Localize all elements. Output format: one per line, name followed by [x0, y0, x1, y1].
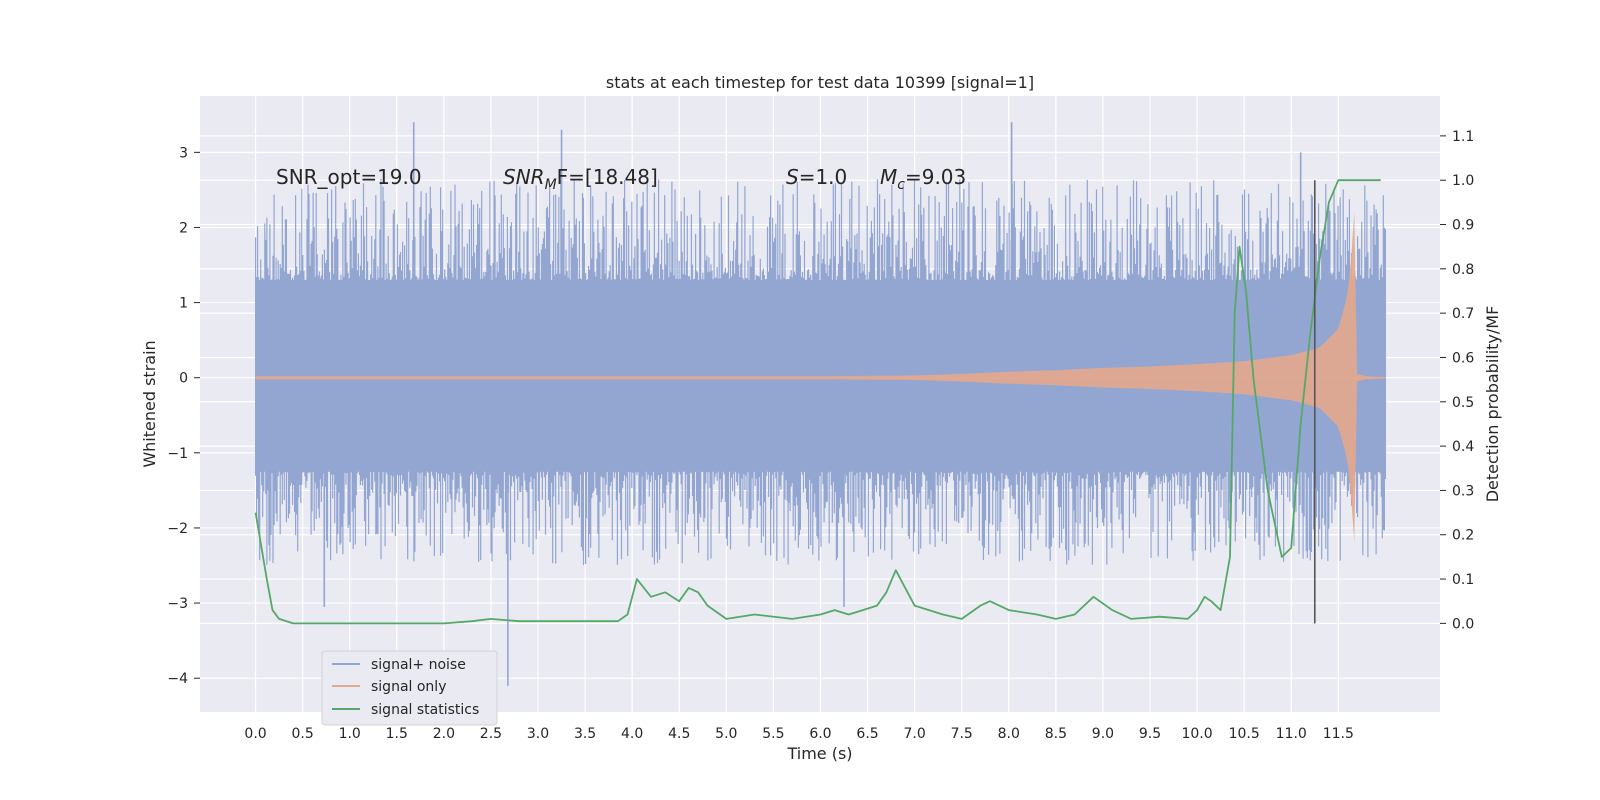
x-tick-label: 2.0: [433, 726, 455, 742]
legend-box: [321, 650, 498, 726]
right-y-axis-label: Detection probability/MF: [1483, 306, 1502, 503]
legend-label-signal-statistics: signal statistics: [371, 702, 479, 718]
y-tick-label: −2: [167, 521, 188, 537]
signal-statistics-line: [254, 179, 1381, 625]
x-tick-label: 1.0: [339, 726, 361, 742]
x-tick-label: 9.5: [1139, 726, 1161, 742]
annotation-snr-opt: SNR_opt=19.0: [276, 165, 422, 189]
y-axis-label: Whitened strain: [140, 340, 159, 467]
signal-statistics-series: [254, 179, 1381, 625]
annotation-snr-mf: SNRMF=[18.48]: [503, 165, 658, 193]
right-y-tick-label: 1.0: [1452, 173, 1474, 189]
x-tick-label: 2.5: [480, 726, 502, 742]
y-tick-label: −1: [167, 446, 188, 462]
right-y-tick-label: 0.7: [1452, 306, 1474, 322]
legend-label-signal-only: signal only: [371, 679, 446, 695]
x-tick-label: 10.0: [1181, 726, 1212, 742]
right-y-tick-label: 0.0: [1452, 616, 1474, 632]
x-tick-label: 3.0: [527, 726, 549, 742]
x-tick-label: 8.5: [1045, 726, 1067, 742]
right-y-tick-label: 0.3: [1452, 483, 1474, 499]
right-y-tick-label: 0.4: [1452, 439, 1474, 455]
right-y-tick-label: 0.1: [1452, 572, 1474, 588]
x-tick-label: 7.5: [951, 726, 973, 742]
x-tick-label: 11.5: [1323, 726, 1354, 742]
x-tick-label: 10.5: [1229, 726, 1260, 742]
x-tick-label: 4.5: [668, 726, 690, 742]
y-tick-label: 0: [179, 371, 188, 387]
x-tick-labels: 0.0 0.5 1.0 1.5 2.0 2.5 3.0 3.5 4.0 4.5 5.0 5.5 6.0 6…: [244, 726, 1353, 742]
x-tick-label: 11.0: [1276, 726, 1307, 742]
right-y-tick-labels: 0.0 0.1 0.2 0.3 0.4 0.5 0.6 0.7 0.8 0.9 1.0 1.1: [1440, 129, 1474, 632]
x-tick-label: 6.5: [856, 726, 878, 742]
x-tick-label: 9.0: [1092, 726, 1114, 742]
y-tick-labels: −4 −3 −2 −1 0 1 2 3: [167, 145, 200, 687]
right-y-tick-label: 1.1: [1452, 129, 1474, 145]
right-y-tick-label: 0.6: [1452, 350, 1474, 366]
x-tick-label: 1.5: [386, 726, 408, 742]
right-y-tick-label: 0.2: [1452, 528, 1474, 544]
legend-label-signal-noise: signal+ noise: [371, 657, 466, 673]
x-tick-label: 6.0: [809, 726, 831, 742]
x-tick-label: 0.5: [291, 726, 313, 742]
x-tick-label: 0.0: [244, 726, 266, 742]
x-tick-label: 3.5: [574, 726, 596, 742]
annotation-s: S=1.0: [786, 165, 847, 189]
y-tick-label: −3: [167, 596, 188, 612]
x-tick-label: 5.5: [762, 726, 784, 742]
annotation-mc: Mc=9.03: [880, 165, 966, 193]
right-y-tick-label: 0.8: [1452, 262, 1474, 278]
right-y-tick-label: 0.9: [1452, 218, 1474, 234]
x-tick-label: 7.0: [903, 726, 925, 742]
x-tick-label: 8.0: [998, 726, 1020, 742]
legend: signal+ noise signal only signal statist…: [321, 650, 498, 726]
y-tick-label: −4: [167, 671, 188, 687]
y-tick-label: 1: [179, 296, 188, 312]
x-tick-label: 5.0: [715, 726, 737, 742]
x-tick-label: 4.0: [621, 726, 643, 742]
right-y-tick-label: 0.5: [1452, 395, 1474, 411]
signal-only-series: [255, 212, 1386, 543]
y-tick-label: 2: [179, 220, 188, 236]
y-tick-label: 3: [179, 145, 188, 161]
chart-title: stats at each timestep for test data 103…: [606, 73, 1034, 92]
x-axis-label: Time (s): [786, 744, 852, 763]
